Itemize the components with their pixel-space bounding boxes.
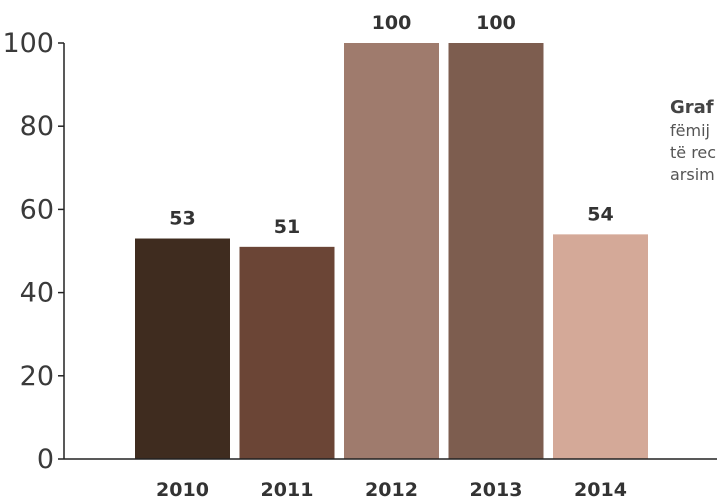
data-label-2012: 100: [372, 12, 412, 34]
y-axis: 0 20 40 60 80 100: [2, 28, 64, 475]
data-label-2010: 53: [169, 208, 195, 230]
caption-title: Graf: [670, 97, 714, 118]
x-tick-label-2011: 2011: [261, 479, 314, 499]
bar-2014: [553, 234, 648, 459]
data-labels: 53 51 100 100 54: [169, 12, 613, 238]
bar-2013: [448, 43, 544, 459]
x-tick-label-2012: 2012: [365, 479, 418, 499]
y-tick-label: 40: [20, 278, 54, 309]
chart-caption: Graf fëmij të rec arsim: [670, 96, 717, 186]
caption-line-3: arsim: [670, 165, 715, 184]
data-label-2014: 54: [587, 203, 613, 225]
y-tick-label: 100: [2, 28, 54, 59]
data-label-2013: 100: [476, 12, 516, 34]
y-tick-label: 80: [20, 111, 54, 142]
data-label-2011: 51: [274, 216, 300, 238]
y-tick-label: 60: [20, 194, 54, 225]
x-tick-label-2010: 2010: [156, 479, 209, 499]
x-tick-label-2014: 2014: [574, 479, 627, 499]
caption-line-2: të rec: [670, 143, 717, 162]
y-tick-label: 20: [20, 361, 54, 392]
bar-2011: [239, 246, 335, 459]
x-tick-label-2013: 2013: [470, 479, 523, 499]
bars: [135, 43, 648, 459]
bar-2012: [344, 43, 439, 459]
y-tick-label: 0: [37, 444, 54, 475]
bar-2010: [135, 238, 230, 459]
x-axis: 2010 2011 2012 2013 2014: [156, 479, 627, 499]
caption-line-1: fëmij: [670, 121, 710, 140]
